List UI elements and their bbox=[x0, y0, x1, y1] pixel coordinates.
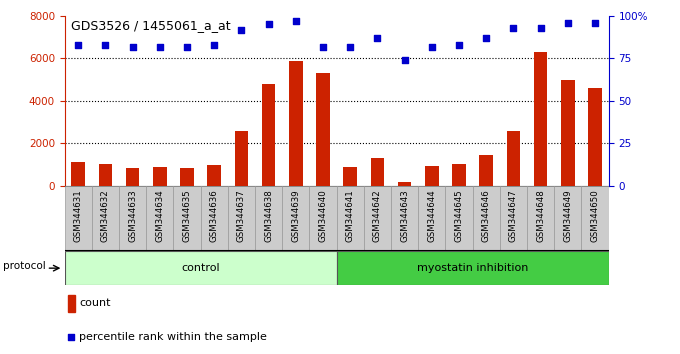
Point bbox=[345, 44, 356, 49]
Bar bbox=[235, 131, 248, 186]
Text: GSM344635: GSM344635 bbox=[182, 189, 192, 242]
Bar bbox=[534, 52, 547, 186]
Bar bbox=[289, 61, 303, 186]
Text: percentile rank within the sample: percentile rank within the sample bbox=[80, 332, 267, 342]
Point bbox=[154, 44, 165, 49]
Text: GSM344634: GSM344634 bbox=[155, 189, 165, 242]
Text: GSM344638: GSM344638 bbox=[264, 189, 273, 242]
Text: GSM344646: GSM344646 bbox=[481, 189, 491, 242]
Text: GSM344645: GSM344645 bbox=[454, 189, 464, 242]
Point bbox=[508, 25, 519, 31]
Point bbox=[236, 27, 247, 32]
Bar bbox=[425, 166, 439, 186]
Bar bbox=[500, 186, 527, 251]
Bar bbox=[418, 186, 445, 251]
Bar bbox=[316, 73, 330, 186]
Bar bbox=[445, 186, 473, 251]
Bar bbox=[371, 158, 384, 186]
Text: GSM344633: GSM344633 bbox=[128, 189, 137, 242]
Text: GSM344648: GSM344648 bbox=[536, 189, 545, 242]
Bar bbox=[337, 186, 364, 251]
Point bbox=[372, 35, 383, 41]
Text: GSM344644: GSM344644 bbox=[427, 189, 437, 242]
Bar bbox=[452, 164, 466, 186]
Text: GSM344647: GSM344647 bbox=[509, 189, 518, 242]
Bar bbox=[180, 168, 194, 186]
Text: GSM344636: GSM344636 bbox=[209, 189, 219, 242]
Bar bbox=[65, 186, 92, 251]
Bar bbox=[282, 186, 309, 251]
Bar bbox=[309, 186, 337, 251]
Text: protocol: protocol bbox=[3, 262, 46, 272]
Point bbox=[290, 18, 301, 24]
Bar bbox=[391, 186, 418, 251]
Point bbox=[182, 44, 192, 49]
Text: GSM344642: GSM344642 bbox=[373, 189, 382, 242]
Point bbox=[481, 35, 492, 41]
Point bbox=[590, 20, 600, 25]
Point bbox=[100, 42, 111, 48]
Bar bbox=[262, 84, 275, 186]
FancyBboxPatch shape bbox=[337, 251, 609, 285]
Bar bbox=[581, 186, 609, 251]
Bar bbox=[126, 168, 139, 186]
Bar bbox=[201, 186, 228, 251]
Bar bbox=[146, 186, 173, 251]
Bar bbox=[479, 155, 493, 186]
Text: GSM344650: GSM344650 bbox=[590, 189, 600, 242]
Text: GSM344631: GSM344631 bbox=[73, 189, 83, 242]
Text: GSM344640: GSM344640 bbox=[318, 189, 328, 242]
Text: GSM344632: GSM344632 bbox=[101, 189, 110, 242]
Point bbox=[66, 334, 77, 340]
Text: GSM344639: GSM344639 bbox=[291, 189, 301, 242]
Bar bbox=[343, 167, 357, 186]
Point bbox=[426, 44, 437, 49]
Bar bbox=[473, 186, 500, 251]
Bar bbox=[92, 186, 119, 251]
Text: myostatin inhibition: myostatin inhibition bbox=[417, 263, 528, 273]
Point bbox=[535, 25, 546, 31]
Bar bbox=[527, 186, 554, 251]
Bar bbox=[71, 162, 85, 186]
Bar bbox=[119, 186, 146, 251]
Bar bbox=[364, 186, 391, 251]
Text: GSM344649: GSM344649 bbox=[563, 189, 573, 242]
Text: GDS3526 / 1455061_a_at: GDS3526 / 1455061_a_at bbox=[71, 19, 231, 33]
Bar bbox=[507, 131, 520, 186]
Point bbox=[209, 42, 220, 48]
Bar bbox=[207, 165, 221, 186]
FancyBboxPatch shape bbox=[65, 251, 337, 285]
Bar bbox=[561, 80, 575, 186]
Bar bbox=[554, 186, 581, 251]
Bar bbox=[68, 295, 75, 312]
Point bbox=[318, 44, 328, 49]
Bar bbox=[173, 186, 201, 251]
Text: control: control bbox=[182, 263, 220, 273]
Point bbox=[454, 42, 464, 48]
Text: count: count bbox=[80, 298, 111, 308]
Point bbox=[263, 22, 274, 27]
Bar bbox=[398, 182, 411, 186]
Point bbox=[73, 42, 84, 48]
Text: GSM344637: GSM344637 bbox=[237, 189, 246, 242]
Bar bbox=[255, 186, 282, 251]
Text: GSM344643: GSM344643 bbox=[400, 189, 409, 242]
Point bbox=[127, 44, 138, 49]
Bar bbox=[153, 167, 167, 186]
Point bbox=[562, 20, 573, 25]
Bar bbox=[588, 88, 602, 186]
Bar bbox=[99, 164, 112, 186]
Bar bbox=[228, 186, 255, 251]
Point bbox=[399, 57, 410, 63]
Text: GSM344641: GSM344641 bbox=[345, 189, 355, 242]
